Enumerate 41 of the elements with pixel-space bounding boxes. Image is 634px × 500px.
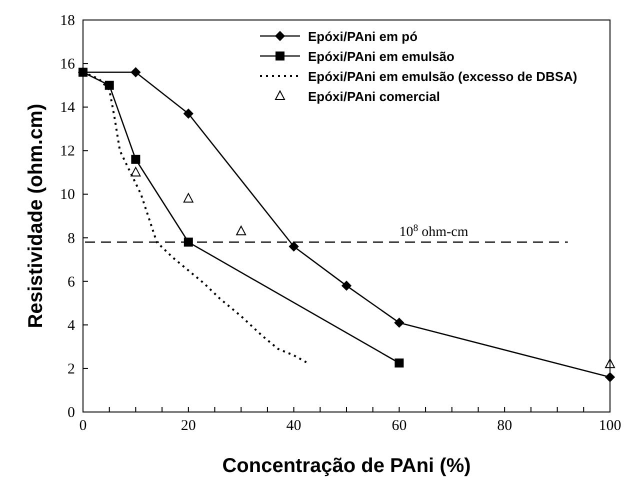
point [183,193,194,203]
point [104,80,114,90]
x-tick-label: 100 [598,418,622,434]
x-tick-label: 80 [497,418,512,434]
y-tick-label: 8 [68,230,75,247]
legend-key: Epóxi/PAni em emulsão (excesso de DBSA) [260,69,578,84]
legend-label: Epóxi/PAni em pó [308,29,418,44]
point [184,238,193,247]
point [236,226,246,236]
point [130,166,141,176]
x-tick-label: 0 [79,418,87,434]
point [130,67,141,78]
y-tick-label: 2 [68,361,75,378]
y-tick-label: 0 [68,405,75,421]
legend-key: Epóxi/PAni em emulsão [260,49,454,64]
point [341,280,352,291]
y-tick-label: 12 [60,144,75,160]
x-tick-label: 20 [180,418,196,434]
x-tick-label: 40 [286,418,302,434]
point [131,154,140,164]
point [394,358,404,368]
point [183,108,194,119]
x-tick-label: 60 [392,418,407,434]
y-tick-label: 4 [68,318,76,334]
legend-key: Epóxi/PAni comercial [274,89,440,104]
y-tick-label: 14 [60,100,76,116]
point [605,358,615,368]
ref-line-label: 10$^{8}$ ohm-cm [399,222,468,240]
y-axis-title: Resistividade (ohm.cm) [25,104,47,328]
point [604,372,616,382]
y-tick-label: 10 [60,187,75,204]
y-tick-label: 16 [60,56,76,73]
legend-key: Epóxi/PAni em pó [260,29,418,44]
x-axis-title: Concentração de PAni (%) [222,455,471,477]
point [288,241,299,252]
legend-label: Epóxi/PAni comercial [308,89,440,104]
y-tick-label: 18 [60,13,75,29]
legend-label: Epóxi/PAni em emulsão (excesso de DBSA) [308,69,578,84]
y-tick-label: 6 [68,274,76,290]
legend-label: Epóxi/PAni em emulsão [308,49,454,64]
point [394,318,404,328]
